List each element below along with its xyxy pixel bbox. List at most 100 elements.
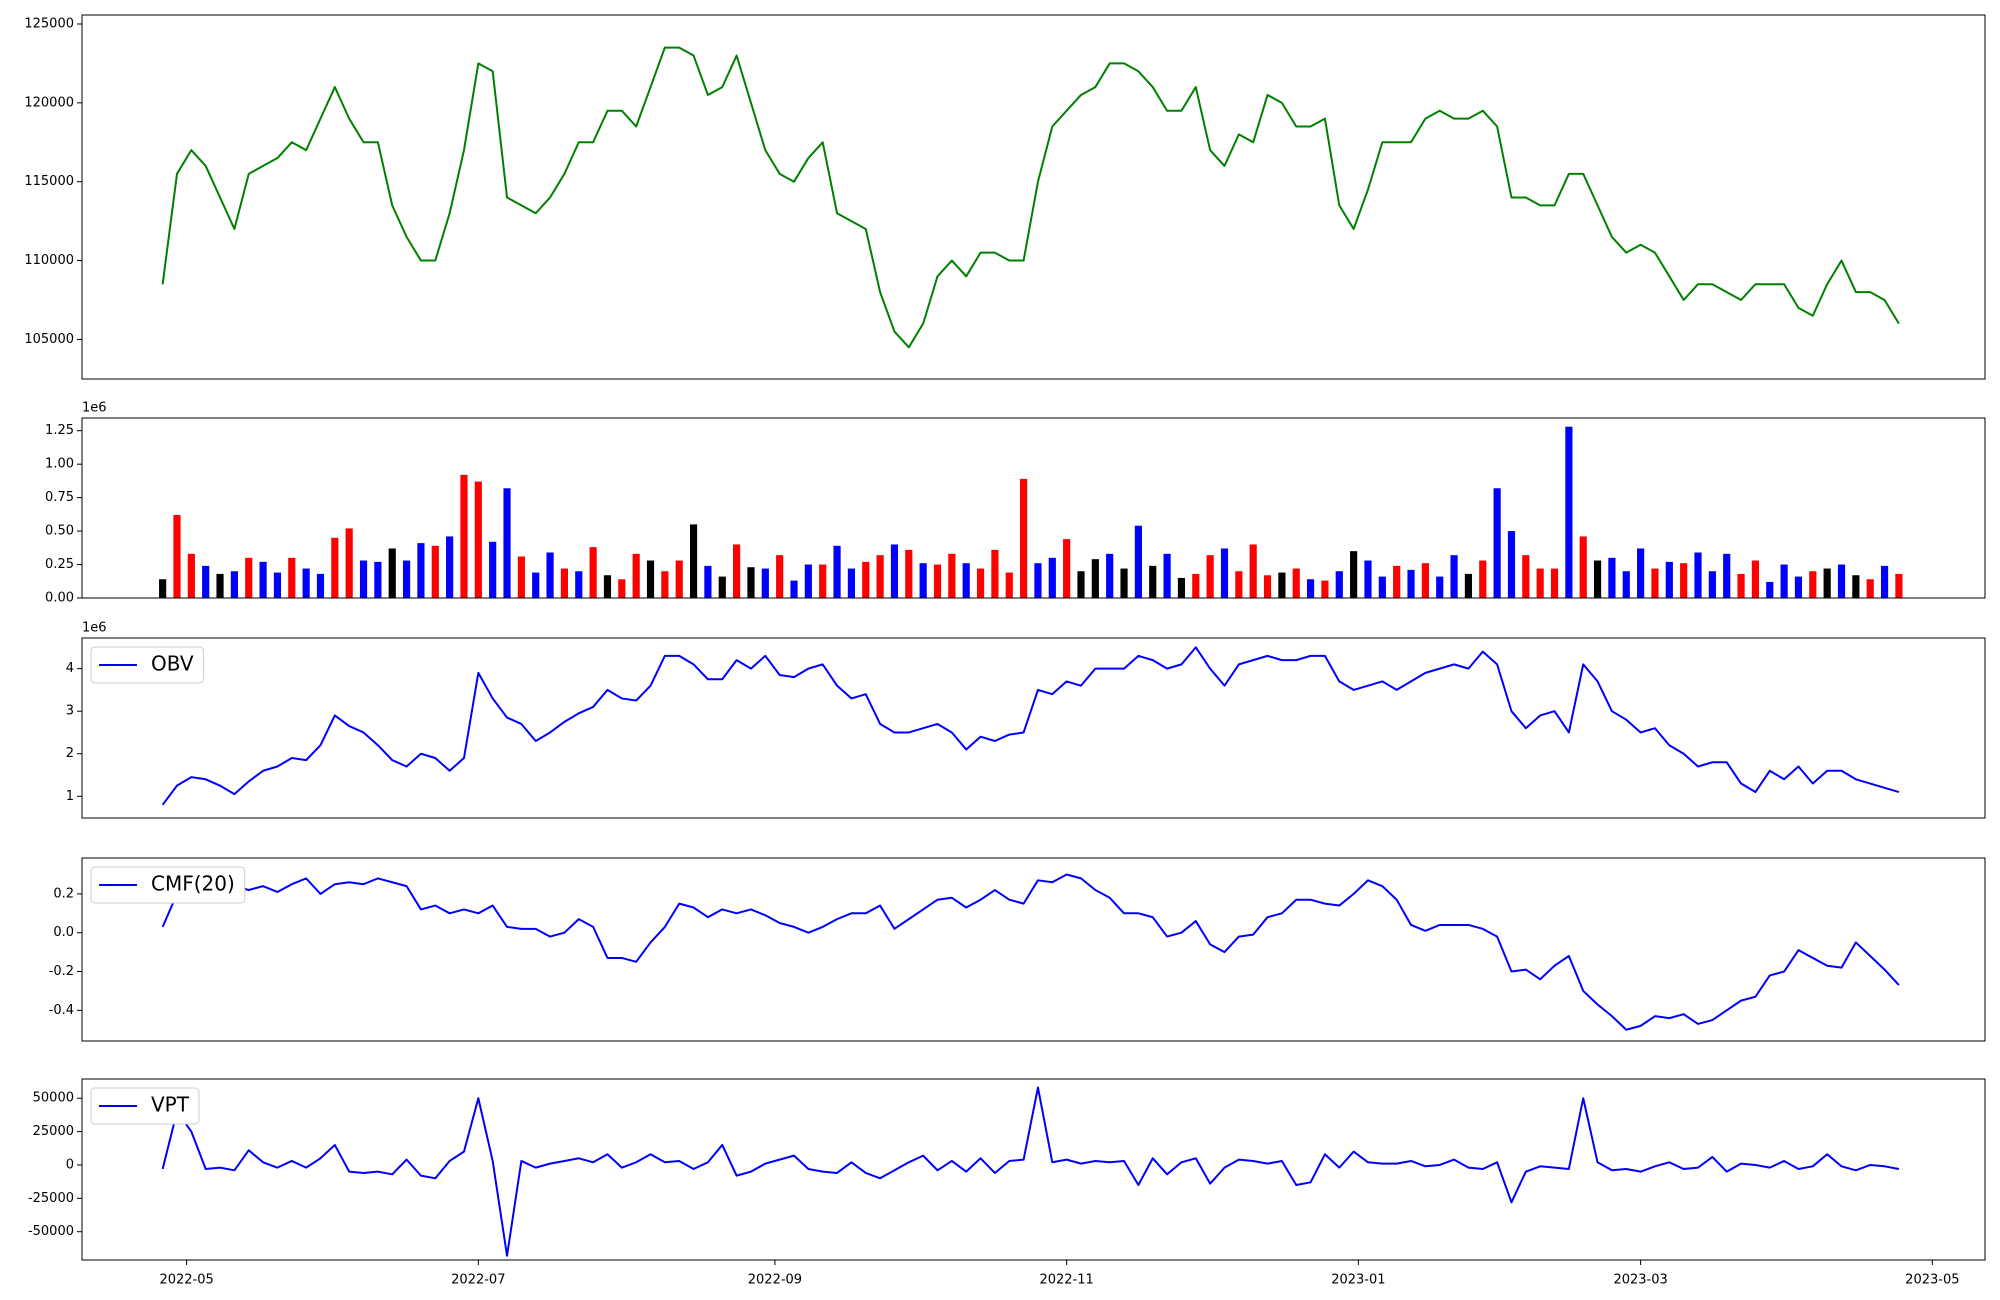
bar	[704, 565, 712, 598]
bar	[1321, 580, 1329, 598]
bar	[1407, 569, 1415, 598]
y-tick-label: -0.4	[49, 1003, 74, 1018]
bar	[1665, 561, 1673, 598]
bar	[532, 572, 540, 598]
x-tick-label: 2022-05	[159, 1273, 213, 1288]
y-tick-label: 1.00	[45, 457, 74, 472]
bar	[1034, 563, 1042, 598]
bar	[1278, 572, 1286, 598]
bar	[733, 544, 741, 598]
y-tick-label: 105000	[24, 332, 74, 347]
bar	[833, 545, 841, 598]
x-tick-label: 2022-09	[748, 1273, 802, 1288]
line	[161, 46, 1900, 349]
bar	[1335, 571, 1343, 598]
bar	[489, 541, 497, 598]
legend-box	[90, 1087, 200, 1125]
bar	[259, 561, 267, 598]
bar	[474, 481, 482, 598]
x-tick-label: 2023-03	[1613, 1273, 1667, 1288]
bar	[618, 579, 626, 598]
bar	[575, 571, 583, 598]
plot-frame	[81, 637, 1986, 819]
legend-label: CMF(20)	[151, 872, 235, 896]
bar	[1149, 565, 1157, 598]
bar	[1450, 555, 1458, 598]
bar	[905, 549, 913, 598]
x-tick-label: 2023-05	[1905, 1273, 1959, 1288]
bar	[417, 543, 425, 598]
bar	[1163, 553, 1171, 598]
plot-frame	[81, 1078, 1986, 1261]
bar	[560, 568, 569, 598]
bar	[1192, 573, 1200, 598]
bar	[1134, 525, 1142, 598]
bar	[1493, 488, 1501, 598]
bar	[747, 567, 755, 598]
bar	[316, 573, 325, 598]
y-tick-label: 120000	[24, 95, 74, 110]
bar	[345, 528, 353, 598]
bar	[1895, 573, 1903, 598]
y-tick-label: 0.50	[45, 524, 74, 539]
bar	[1622, 571, 1630, 598]
y-tick-label: 125000	[24, 16, 74, 31]
bar	[1306, 579, 1315, 598]
bar	[1866, 579, 1874, 598]
bar	[1723, 553, 1731, 598]
bar	[1077, 571, 1085, 598]
bar	[991, 549, 999, 598]
y-tick-label: 25000	[33, 1124, 74, 1139]
bar	[1694, 552, 1702, 598]
y-tick-label: 0.0	[53, 925, 74, 940]
y-tick-label: 0	[66, 1157, 74, 1172]
bar	[302, 568, 310, 598]
x-tick-label: 2022-11	[1039, 1273, 1093, 1288]
bar	[776, 555, 784, 598]
bar	[819, 564, 827, 598]
bar	[1751, 560, 1759, 598]
bar	[1235, 571, 1243, 598]
bar	[790, 580, 798, 598]
bar	[1436, 576, 1444, 598]
bar	[1637, 548, 1645, 598]
y-tick-label: 0.00	[45, 591, 74, 606]
bar	[603, 575, 612, 598]
bar	[1120, 568, 1128, 598]
axis-offset-label: 1e6	[82, 621, 107, 636]
bar	[1880, 565, 1889, 598]
bar	[1550, 568, 1559, 598]
bar	[503, 488, 511, 598]
bar	[159, 579, 167, 598]
axis-offset-label: 1e6	[82, 401, 107, 416]
bar	[402, 560, 411, 598]
bar	[948, 553, 956, 598]
bar	[359, 560, 368, 598]
plot-frame	[81, 857, 1986, 1042]
bar	[1263, 575, 1272, 598]
legend-box	[90, 646, 205, 684]
bar	[862, 561, 870, 598]
y-tick-label: -50000	[28, 1224, 74, 1239]
bar	[933, 564, 942, 598]
bar	[1249, 544, 1257, 598]
bar	[1393, 565, 1401, 598]
bar	[804, 564, 812, 598]
y-tick-label: 1.25	[45, 423, 74, 438]
bar	[1737, 573, 1745, 598]
bar	[847, 568, 855, 598]
bar	[1378, 576, 1386, 598]
bar	[1220, 548, 1229, 598]
y-tick-label: 50000	[33, 1091, 74, 1106]
bar	[331, 537, 339, 598]
bar	[1206, 555, 1214, 598]
bar	[718, 576, 726, 598]
bar	[1651, 568, 1659, 598]
bar	[460, 474, 468, 598]
bar	[1680, 563, 1688, 598]
y-tick-label: 2	[66, 746, 74, 761]
bar	[589, 547, 597, 598]
bar	[1292, 568, 1300, 598]
bar	[1579, 536, 1587, 598]
